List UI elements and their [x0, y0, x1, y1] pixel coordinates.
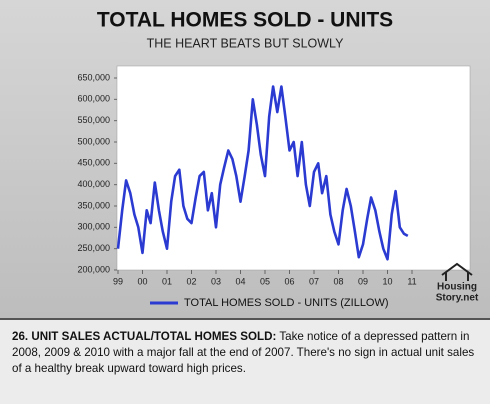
y-tick-label: 450,000	[77, 158, 110, 168]
y-tick-label: 550,000	[77, 115, 110, 125]
y-tick-label: 350,000	[77, 200, 110, 210]
legend-label: TOTAL HOMES SOLD - UNITS (ZILLOW)	[184, 297, 389, 309]
chart: TOTAL HOMES SOLD - UNITS THE HEART BEATS…	[0, 0, 490, 318]
x-tick-label: 08	[333, 276, 343, 286]
chart-subtitle: THE HEART BEATS BUT SLOWLY	[147, 36, 344, 50]
x-tick-label: 02	[186, 276, 196, 286]
x-tick-label: 06	[284, 276, 294, 286]
x-tick-label: 04	[235, 276, 245, 286]
caption-text: Take notice of a depressed pattern in 20…	[12, 330, 475, 375]
y-tick-label: 650,000	[77, 72, 110, 82]
y-tick-label: 300,000	[77, 222, 110, 232]
x-tick-label: 01	[162, 276, 172, 286]
x-tick-label: 99	[113, 276, 123, 286]
x-tick-label: 03	[211, 276, 221, 286]
y-tick-label: 400,000	[77, 179, 110, 189]
logo-house	[441, 262, 473, 281]
y-tick-label: 250,000	[77, 243, 110, 253]
x-tick-label: 09	[358, 276, 368, 286]
plot-area	[116, 65, 471, 271]
x-tick-label: 11	[407, 276, 416, 286]
y-tick-label: 500,000	[77, 136, 110, 146]
y-tick-label: 200,000	[77, 264, 110, 274]
x-tick-label: 00	[137, 276, 147, 286]
data-line	[116, 85, 409, 261]
x-tick-label: 07	[309, 276, 319, 286]
logo-text: Story.net	[436, 293, 479, 304]
logo: Housing Story.net	[436, 262, 479, 304]
caption: 26. UNIT SALES ACTUAL/TOTAL HOMES SOLD: …	[0, 318, 490, 404]
chart-title: TOTAL HOMES SOLD - UNITS	[97, 9, 393, 32]
logo-text: Housing	[437, 282, 477, 293]
x-tick-label: 05	[260, 276, 270, 286]
x-tick-label: 10	[382, 276, 392, 286]
caption-heading: 26. UNIT SALES ACTUAL/TOTAL HOMES SOLD:	[12, 330, 277, 343]
y-tick-label: 600,000	[77, 94, 110, 104]
